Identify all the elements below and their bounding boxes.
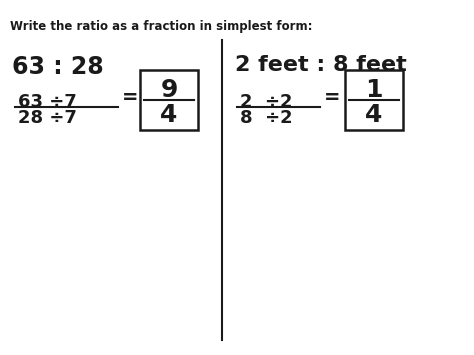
Text: =: = <box>122 87 138 106</box>
Bar <box>140 70 198 130</box>
Text: Write the ratio as a fraction in simplest form:: Write the ratio as a fraction in simples… <box>10 20 312 33</box>
Text: 8  ÷2: 8 ÷2 <box>240 109 292 127</box>
Text: 1: 1 <box>365 78 383 102</box>
Text: 9: 9 <box>160 78 178 102</box>
Text: 63 ÷7: 63 ÷7 <box>18 93 77 111</box>
Text: =: = <box>324 87 340 106</box>
Text: 2  ÷2: 2 ÷2 <box>240 93 292 111</box>
Text: 63 : 28: 63 : 28 <box>12 55 104 79</box>
Text: 4: 4 <box>160 103 178 127</box>
Text: 4: 4 <box>365 103 383 127</box>
Bar <box>345 70 403 130</box>
Text: 2 feet : 8 feet: 2 feet : 8 feet <box>235 55 407 75</box>
Text: 28 ÷7: 28 ÷7 <box>18 109 77 127</box>
